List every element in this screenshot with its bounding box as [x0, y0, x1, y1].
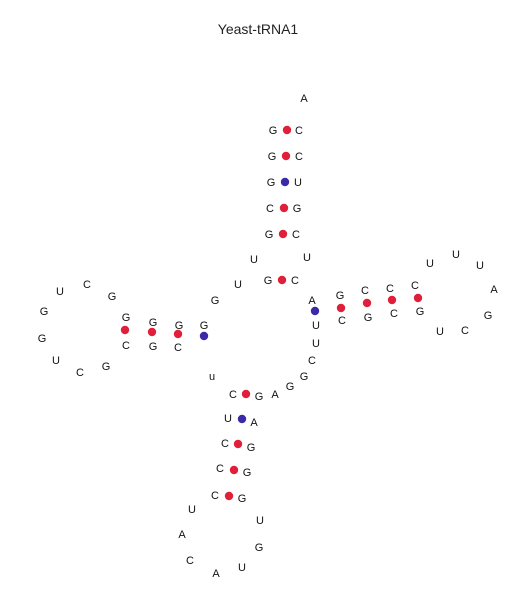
nucleotide-c: C	[292, 229, 300, 241]
nucleotide-c: C	[361, 285, 369, 297]
nucleotide-c: C	[83, 279, 91, 291]
nucleotide-g: G	[264, 275, 273, 287]
nucleotide-c: C	[295, 125, 303, 137]
nucleotide-g: G	[238, 493, 247, 505]
nucleotide-u: U	[256, 515, 264, 527]
nucleotide-g: G	[200, 320, 209, 332]
nucleotide-g: G	[293, 203, 302, 215]
base-pair-dot	[173, 329, 183, 339]
nucleotide-u: U	[312, 338, 320, 350]
nucleotide-g: G	[269, 125, 278, 137]
nucleotide-u: U	[238, 562, 246, 574]
nucleotide-g: G	[416, 306, 425, 318]
nucleotide-c: C	[295, 151, 303, 163]
diagram-title: Yeast-tRNA1	[218, 21, 299, 37]
nucleotide-c: C	[308, 355, 316, 367]
nucleotide-u: U	[303, 252, 311, 264]
nucleotide-u: U	[476, 260, 484, 272]
wobble-pair-dot	[199, 331, 209, 341]
nucleotide-g: G	[255, 391, 264, 403]
nucleotide-u: u	[209, 371, 215, 383]
wobble-pair-dot	[310, 306, 320, 316]
nucleotide-g: G	[175, 320, 184, 332]
nucleotide-g: G	[38, 333, 47, 345]
nucleotide-c: C	[411, 280, 419, 292]
nucleotide-g: G	[268, 151, 277, 163]
nucleotide-g: G	[484, 310, 493, 322]
nucleotide-u: U	[312, 320, 320, 332]
base-pair-dot	[120, 325, 130, 335]
nucleotide-u: U	[188, 504, 196, 516]
base-pair-dot	[387, 295, 397, 305]
nucleotide-c: C	[221, 438, 229, 450]
base-pair-dot	[362, 298, 372, 308]
nucleotide-g: G	[122, 312, 131, 324]
nucleotide-c: C	[76, 367, 84, 379]
nucleotide-c: C	[266, 203, 274, 215]
nucleotide-a: A	[212, 568, 220, 580]
base-pair-dot	[413, 293, 423, 303]
base-pair-dot	[229, 465, 239, 475]
base-pair-markers	[120, 125, 423, 501]
wobble-pair-dot	[280, 177, 290, 187]
base-pair-dot	[277, 275, 287, 285]
nucleotide-u: U	[224, 413, 232, 425]
base-pair-dot	[278, 229, 288, 239]
nucleotide-c: C	[122, 340, 130, 352]
base-pair-dot	[233, 439, 243, 449]
nucleotide-g: G	[102, 361, 111, 373]
base-pair-dot	[282, 125, 292, 135]
nucleotide-u: U	[426, 258, 434, 270]
nucleotide-u: U	[294, 177, 302, 189]
nucleotide-g: G	[149, 341, 158, 353]
nucleotide-u: U	[436, 326, 444, 338]
base-pair-dot	[241, 389, 251, 399]
nucleotide-u: U	[250, 254, 258, 266]
nucleotide-c: C	[338, 315, 346, 327]
nucleotide-c: C	[461, 325, 469, 337]
nucleotide-g: G	[247, 442, 256, 454]
nucleotide-g: G	[211, 295, 220, 307]
nucleotide-g: G	[364, 312, 373, 324]
nucleotide-c: C	[174, 342, 182, 354]
nucleotide-a: A	[308, 295, 316, 307]
nucleotide-a: A	[178, 529, 186, 541]
nucleotide-a: A	[271, 389, 279, 401]
nucleotide-g: G	[336, 290, 345, 302]
wobble-pair-dot	[237, 414, 247, 424]
nucleotide-g: G	[40, 306, 49, 318]
nucleotide-g: G	[265, 229, 274, 241]
nucleotide-g: G	[267, 177, 276, 189]
base-pair-dot	[336, 303, 346, 313]
nucleotide-c: C	[390, 308, 398, 320]
nucleotide-u: U	[56, 286, 64, 298]
nucleotide-a: A	[490, 284, 498, 296]
nucleotide-g: G	[255, 542, 264, 554]
nucleotide-c: C	[229, 389, 237, 401]
nucleotide-g: G	[149, 317, 158, 329]
nucleotide-c: C	[291, 275, 299, 287]
nucleotide-g: G	[300, 371, 309, 383]
nucleotide-g: G	[243, 467, 252, 479]
nucleotide-c: C	[211, 490, 219, 502]
base-pair-dot	[224, 491, 234, 501]
nucleotide-c: C	[216, 463, 224, 475]
base-pair-dot	[279, 203, 289, 213]
nucleotide-u: U	[52, 355, 60, 367]
base-pair-dot	[281, 151, 291, 161]
nucleotide-c: C	[186, 555, 194, 567]
nucleotide-g: G	[286, 381, 295, 393]
nucleotide-a: A	[250, 417, 258, 429]
nucleotide-u: U	[452, 249, 460, 261]
nucleotide-c: C	[386, 283, 394, 295]
nucleotide-g: G	[108, 291, 117, 303]
nucleotide-a: A	[300, 93, 308, 105]
nucleotide-u: U	[234, 279, 242, 291]
base-pair-dot	[147, 327, 157, 337]
